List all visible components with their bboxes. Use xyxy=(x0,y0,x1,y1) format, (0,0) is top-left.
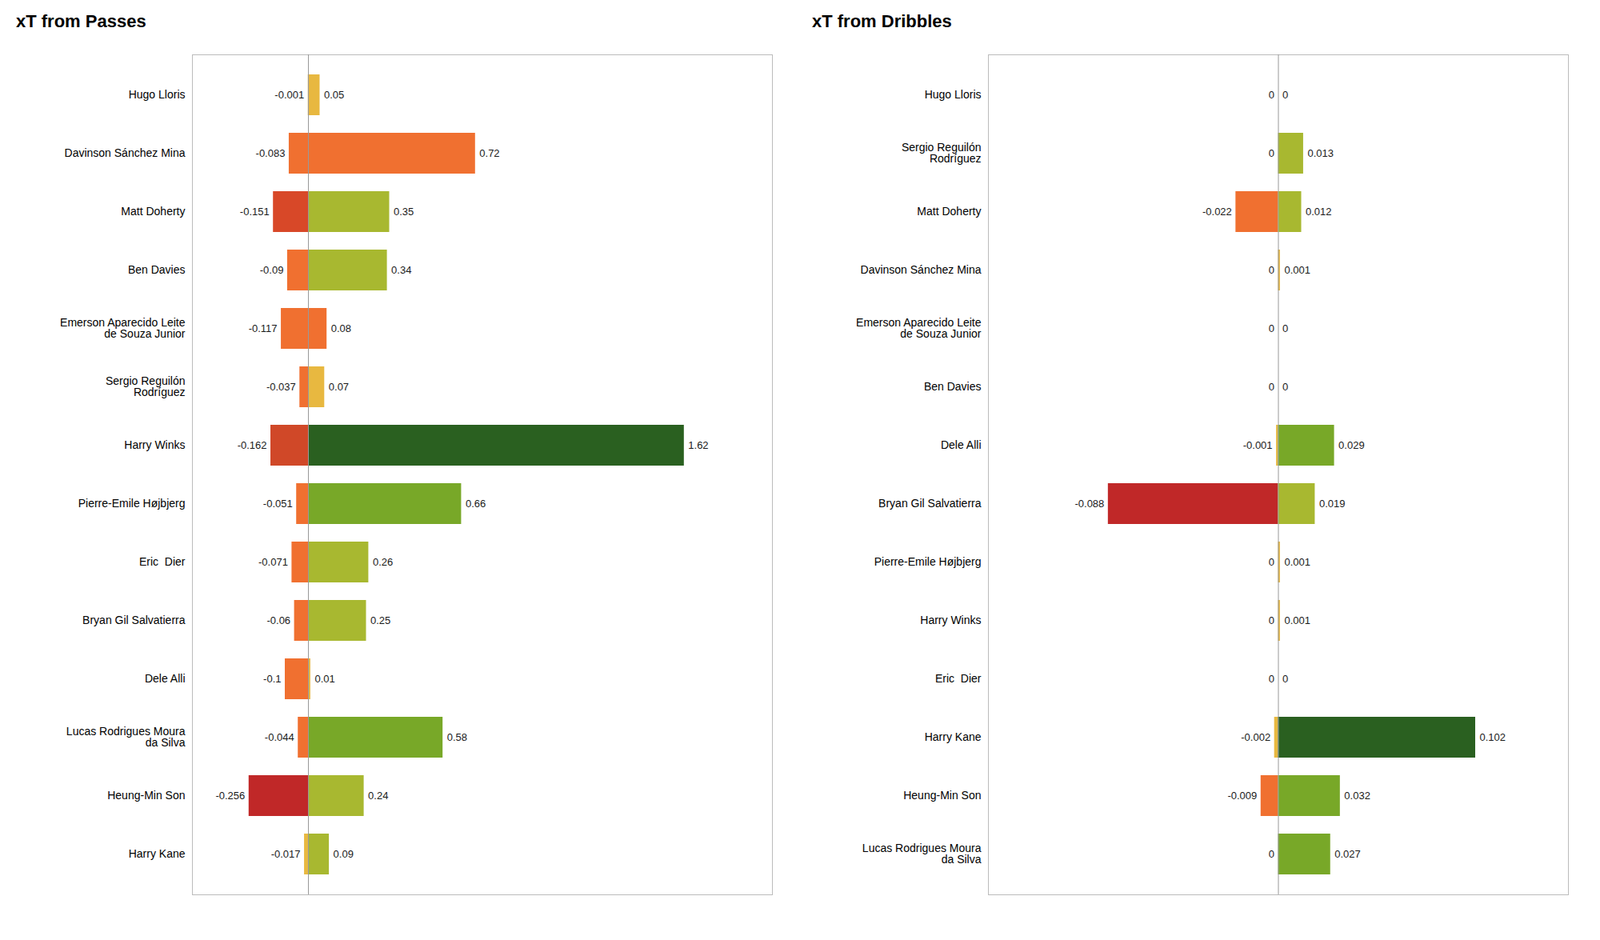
svg-text:0.08: 0.08 xyxy=(331,322,352,335)
svg-text:0: 0 xyxy=(1282,672,1288,685)
svg-text:0: 0 xyxy=(1282,322,1288,335)
svg-text:0.001: 0.001 xyxy=(1284,264,1311,276)
svg-text:Hugo Lloris: Hugo Lloris xyxy=(924,88,982,101)
svg-text:0.01: 0.01 xyxy=(314,672,335,685)
svg-text:-0.037: -0.037 xyxy=(266,380,296,393)
svg-text:Matt Doherty: Matt Doherty xyxy=(916,204,981,218)
svg-text:0.24: 0.24 xyxy=(368,789,388,802)
svg-text:0.019: 0.019 xyxy=(1319,497,1346,510)
svg-text:0: 0 xyxy=(1268,672,1275,685)
svg-text:0: 0 xyxy=(1268,264,1275,276)
svg-text:Harry Kane: Harry Kane xyxy=(128,847,186,860)
svg-text:-0.022: -0.022 xyxy=(1202,205,1232,218)
svg-text:-0.09: -0.09 xyxy=(260,264,284,276)
svg-text:0.032: 0.032 xyxy=(1344,789,1371,802)
svg-text:Pierre-Emile Højbjerg: Pierre-Emile Højbjerg xyxy=(874,555,982,568)
svg-text:0.001: 0.001 xyxy=(1284,556,1311,568)
svg-text:Eric Dier: Eric Dier xyxy=(139,555,186,568)
svg-text:-0.256: -0.256 xyxy=(215,789,245,802)
svg-text:Davinson Sánchez Mina: Davinson Sánchez Mina xyxy=(64,146,186,160)
svg-text:0.013: 0.013 xyxy=(1307,147,1334,160)
svg-text:-0.071: -0.071 xyxy=(258,556,288,568)
svg-text:0: 0 xyxy=(1268,380,1275,393)
svg-text:Pierre-Emile Højbjerg: Pierre-Emile Højbjerg xyxy=(78,496,186,510)
svg-text:Heung-Min Son: Heung-Min Son xyxy=(903,788,981,802)
svg-text:-0.1: -0.1 xyxy=(263,672,281,685)
svg-text:0: 0 xyxy=(1268,556,1275,568)
svg-text:Davinson Sánchez Mina: Davinson Sánchez Mina xyxy=(860,263,982,276)
svg-text:Sergio ReguilónRodríguez: Sergio ReguilónRodríguez xyxy=(901,140,982,165)
svg-text:Bryan Gil Salvatierra: Bryan Gil Salvatierra xyxy=(82,613,186,627)
svg-text:-0.017: -0.017 xyxy=(271,848,301,860)
svg-text:-0.162: -0.162 xyxy=(237,439,268,452)
svg-text:-0.088: -0.088 xyxy=(1074,497,1104,510)
svg-text:Sergio ReguilónRodríguez: Sergio ReguilónRodríguez xyxy=(105,374,186,399)
svg-text:Bryan Gil Salvatierra: Bryan Gil Salvatierra xyxy=(878,496,982,510)
svg-text:Ben Davies: Ben Davies xyxy=(128,263,186,276)
svg-text:0: 0 xyxy=(1268,848,1275,860)
svg-text:1.62: 1.62 xyxy=(688,439,708,452)
svg-text:0.26: 0.26 xyxy=(372,556,393,568)
svg-text:0: 0 xyxy=(1282,88,1288,101)
svg-text:-0.117: -0.117 xyxy=(248,322,278,335)
svg-text:Heung-Min Son: Heung-Min Son xyxy=(107,788,185,802)
svg-text:0: 0 xyxy=(1268,322,1275,335)
svg-text:0.35: 0.35 xyxy=(393,205,414,218)
svg-text:-0.002: -0.002 xyxy=(1240,731,1271,744)
svg-text:0: 0 xyxy=(1282,380,1288,393)
svg-text:Emerson Aparecido Leitede Souz: Emerson Aparecido Leitede Souza Junior xyxy=(856,316,982,340)
svg-text:0: 0 xyxy=(1268,614,1275,627)
svg-text:Matt Doherty: Matt Doherty xyxy=(120,204,185,218)
svg-text:-0.151: -0.151 xyxy=(240,205,270,218)
svg-text:-0.001: -0.001 xyxy=(1243,439,1273,452)
svg-text:Lucas Rodrigues Mourada Silva: Lucas Rodrigues Mourada Silva xyxy=(862,841,982,866)
svg-text:-0.001: -0.001 xyxy=(274,88,304,101)
svg-text:-0.044: -0.044 xyxy=(264,731,295,744)
svg-text:0.001: 0.001 xyxy=(1284,614,1311,627)
svg-text:Dele Alli: Dele Alli xyxy=(940,438,982,452)
svg-text:-0.051: -0.051 xyxy=(263,497,293,510)
html-text:xT from Passes: xT from Passes xyxy=(16,11,147,32)
svg-text:0.05: 0.05 xyxy=(324,88,344,101)
html-text:xT from Dribbles: xT from Dribbles xyxy=(812,11,952,32)
svg-text:0.58: 0.58 xyxy=(447,731,468,744)
svg-text:Harry Winks: Harry Winks xyxy=(920,613,981,627)
svg-text:Harry Kane: Harry Kane xyxy=(924,730,982,744)
svg-text:Ben Davies: Ben Davies xyxy=(924,380,982,393)
svg-text:Lucas Rodrigues Mourada Silva: Lucas Rodrigues Mourada Silva xyxy=(66,724,186,749)
svg-text:0.102: 0.102 xyxy=(1480,731,1507,744)
svg-text:-0.06: -0.06 xyxy=(266,614,291,627)
svg-text:Emerson Aparecido Leitede Souz: Emerson Aparecido Leitede Souza Junior xyxy=(60,316,186,340)
svg-text:0: 0 xyxy=(1268,147,1275,160)
svg-text:Harry Winks: Harry Winks xyxy=(124,438,185,452)
svg-text:0.66: 0.66 xyxy=(465,497,486,510)
svg-text:0.027: 0.027 xyxy=(1334,848,1361,860)
svg-text:Eric Dier: Eric Dier xyxy=(935,672,982,685)
svg-text:0.09: 0.09 xyxy=(333,848,354,860)
svg-text:-0.083: -0.083 xyxy=(256,147,286,160)
svg-text:-0.009: -0.009 xyxy=(1227,789,1257,802)
svg-text:Hugo Lloris: Hugo Lloris xyxy=(128,88,186,101)
svg-text:0: 0 xyxy=(1268,88,1275,101)
svg-text:Dele Alli: Dele Alli xyxy=(144,672,186,685)
svg-text:0.25: 0.25 xyxy=(370,614,391,627)
svg-text:0.72: 0.72 xyxy=(479,147,500,160)
svg-text:0.34: 0.34 xyxy=(391,264,412,276)
svg-text:0.012: 0.012 xyxy=(1305,205,1332,218)
svg-text:0.029: 0.029 xyxy=(1338,439,1365,452)
svg-text:0.07: 0.07 xyxy=(328,380,349,393)
